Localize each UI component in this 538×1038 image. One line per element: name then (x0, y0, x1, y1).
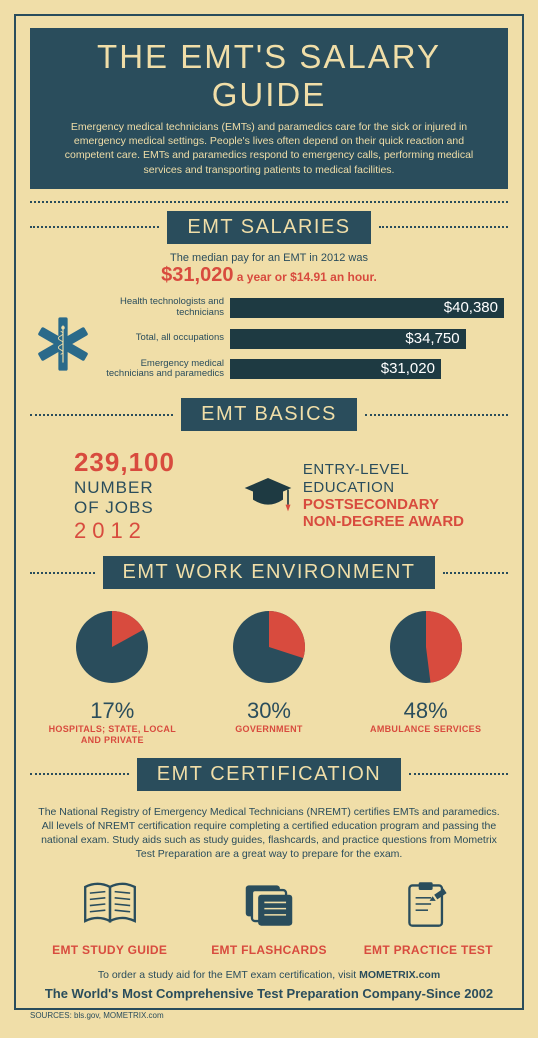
title-box: THE EMT'S SALARY GUIDE Emergency medical… (30, 28, 508, 189)
dots (30, 773, 129, 775)
pie-percent: 17% (47, 698, 177, 724)
jobs-label-2: OF JOBS (74, 498, 175, 518)
divider (30, 201, 508, 203)
bar-row: Total, all occupations $34,750 (104, 329, 504, 349)
book-icon (35, 878, 185, 935)
footer-order-text: To order a study aid for the EMT exam ce… (98, 969, 359, 981)
salaries-body: Health technologists and technicians $40… (30, 297, 508, 391)
dots (30, 414, 173, 416)
section-header-cert: EMT CERTIFICATION (137, 758, 401, 791)
dots (30, 572, 95, 574)
pie-percent: 30% (204, 698, 334, 724)
bar-track: $40,380 (230, 298, 504, 318)
section-header-basics: EMT BASICS (181, 398, 357, 431)
clipboard-icon (353, 878, 503, 935)
pies-body: 17% HOSPITALS; STATE, LOCAL AND PRIVATE … (30, 597, 508, 746)
cert-label: EMT STUDY GUIDE (35, 943, 185, 957)
pie-percent: 48% (361, 698, 491, 724)
dots (365, 414, 508, 416)
median-salary-rest: a year or $14.91 an hour. (233, 270, 376, 284)
cert-item-study-guide: EMT STUDY GUIDE (35, 878, 185, 957)
section-header-workenv: EMT WORK ENVIRONMENT (103, 556, 436, 589)
bar-label: Health technologists and technicians (104, 297, 224, 319)
pie-item: 30% GOVERNMENT (204, 607, 334, 746)
cert-text: The National Registry of Emergency Medic… (30, 799, 508, 872)
pie-chart-icon (204, 607, 334, 692)
section-header-salaries: EMT SALARIES (167, 211, 370, 244)
bar-value: $31,020 (381, 359, 435, 379)
jobs-count: 239,100 (74, 447, 175, 478)
salaries-highlight: $31,020 a year or $14.91 an hour. (30, 264, 508, 287)
cert-item-practice-test: EMT PRACTICE TEST (353, 878, 503, 957)
pie-item: 17% HOSPITALS; STATE, LOCAL AND PRIVATE (47, 607, 177, 746)
pie-chart-icon (47, 607, 177, 692)
bar-track: $31,020 (230, 359, 504, 379)
cert-icons-row: EMT STUDY GUIDE EMT FLASHCARDS (30, 872, 508, 961)
jobs-number-block: 239,100 NUMBER OF JOBS 2012 (74, 447, 175, 544)
section-header-wrap: EMT SALARIES (30, 211, 508, 244)
star-of-life-icon (34, 315, 92, 373)
pie-label: AMBULANCE SERVICES (361, 724, 491, 735)
bar-row: Health technologists and technicians $40… (104, 297, 504, 319)
bar-track: $34,750 (230, 329, 504, 349)
pie-chart-icon (361, 607, 491, 692)
education-block: ENTRY-LEVEL EDUCATION POSTSECONDARY NON-… (243, 461, 464, 530)
bar-fill: $40,380 (230, 298, 504, 318)
salary-bar-chart: Health technologists and technicians $40… (104, 297, 504, 391)
page-title: THE EMT'S SALARY GUIDE (48, 38, 490, 114)
footer-order: To order a study aid for the EMT exam ce… (30, 969, 508, 981)
edu-line4: NON-DEGREE AWARD (303, 513, 464, 530)
section-header-wrap: EMT BASICS (30, 398, 508, 431)
jobs-year: 2012 (74, 518, 175, 544)
graduation-cap-icon (243, 473, 293, 518)
pie-item: 48% AMBULANCE SERVICES (361, 607, 491, 746)
edu-line1: ENTRY-LEVEL (303, 461, 464, 478)
bar-value: $34,750 (405, 329, 459, 349)
cert-item-flashcards: EMT FLASHCARDS (194, 878, 344, 957)
dots (443, 572, 508, 574)
dots (409, 773, 508, 775)
sources: SOURCES: bls.gov, MOMETRIX.com (30, 1011, 508, 1020)
education-text: ENTRY-LEVEL EDUCATION POSTSECONDARY NON-… (303, 461, 464, 530)
edu-line2: EDUCATION (303, 479, 464, 496)
basics-body: 239,100 NUMBER OF JOBS 2012 ENTRY-LEVEL … (30, 439, 508, 548)
jobs-label-1: NUMBER (74, 478, 175, 498)
dots (379, 226, 508, 228)
bar-fill: $34,750 (230, 329, 466, 349)
section-header-wrap: EMT WORK ENVIRONMENT (30, 556, 508, 589)
bar-value: $40,380 (444, 298, 498, 318)
pie-label: GOVERNMENT (204, 724, 334, 735)
pie-label: HOSPITALS; STATE, LOCAL AND PRIVATE (47, 724, 177, 746)
footer-tagline: The World's Most Comprehensive Test Prep… (30, 986, 508, 1001)
bar-label: Emergency medical technicians and parame… (104, 359, 224, 381)
footer-order-link: MOMETRIX.com (359, 969, 440, 981)
salaries-intro: The median pay for an EMT in 2012 was (30, 252, 508, 264)
edu-line3: POSTSECONDARY (303, 496, 464, 513)
bar-label: Total, all occupations (104, 333, 224, 344)
cert-label: EMT FLASHCARDS (194, 943, 344, 957)
flashcards-icon (194, 878, 344, 935)
intro-text: Emergency medical technicians (EMTs) and… (48, 120, 490, 177)
cert-label: EMT PRACTICE TEST (353, 943, 503, 957)
median-salary-amount: $31,020 (161, 264, 233, 286)
section-header-wrap: EMT CERTIFICATION (30, 758, 508, 791)
bar-fill: $31,020 (230, 359, 441, 379)
infographic-container: THE EMT'S SALARY GUIDE Emergency medical… (14, 14, 524, 1010)
bar-row: Emergency medical technicians and parame… (104, 359, 504, 381)
dots (30, 226, 159, 228)
